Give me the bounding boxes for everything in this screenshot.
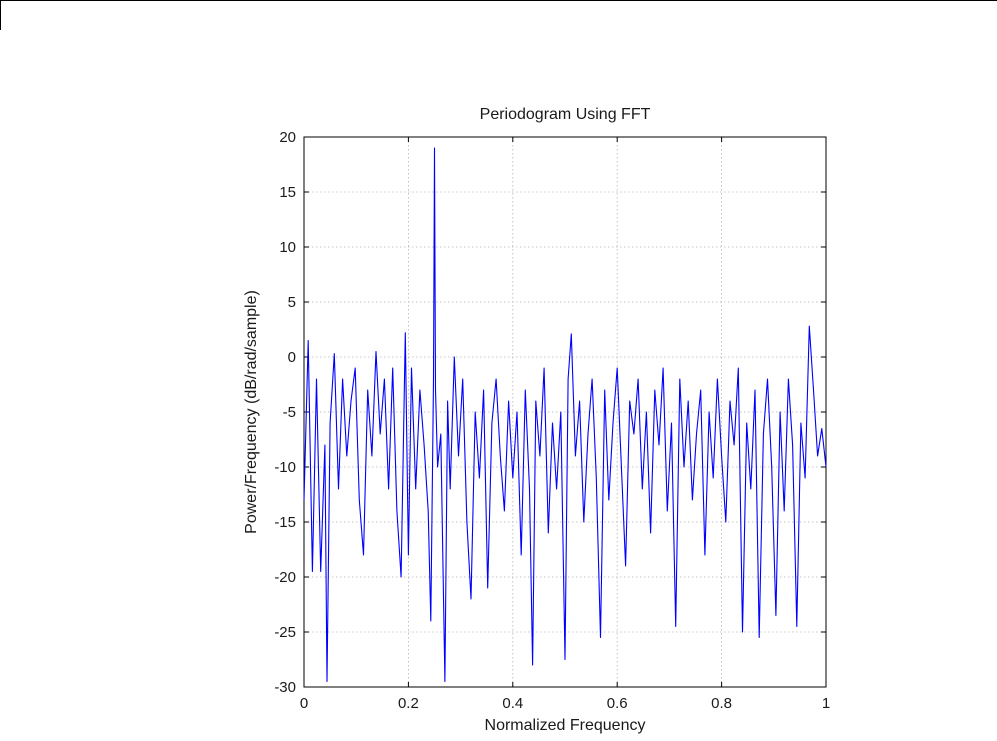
chart-title: Periodogram Using FFT: [480, 106, 651, 123]
x-tick-label: 1: [822, 695, 830, 712]
top-border-line: [0, 0, 997, 1]
y-tick-label: -30: [274, 679, 296, 696]
y-tick-label: 20: [279, 129, 296, 146]
y-tick-label: -10: [274, 459, 296, 476]
x-tick-label: 0.2: [398, 695, 419, 712]
y-tick-label: -5: [283, 404, 296, 421]
x-tick-label: 0.4: [502, 695, 523, 712]
top-left-edge-mark: [0, 0, 1, 30]
axis-ticks: [303, 136, 827, 688]
x-tick-label: 0: [300, 695, 308, 712]
y-tick-label: -25: [274, 624, 296, 641]
power-spectrum-line: [303, 147, 827, 683]
y-axis-title: Power/Frequency (dB/rad/sample): [243, 290, 260, 534]
y-tick-label: 5: [288, 294, 296, 311]
y-tick-label: -20: [274, 569, 296, 586]
y-tick-label: 0: [288, 349, 296, 366]
x-tick-label: 0.8: [711, 695, 732, 712]
y-tick-label: 15: [279, 184, 296, 201]
y-tick-label: 10: [279, 239, 296, 256]
x-tick-label: 0.6: [607, 695, 628, 712]
y-tick-labels: 20 15 10 5 0 -5 -10 -15 -20 -25 -30: [274, 129, 296, 696]
x-axis-title: Normalized Frequency: [485, 717, 646, 734]
y-tick-label: -15: [274, 514, 296, 531]
x-tick-labels: 0 0.2 0.4 0.6 0.8 1: [300, 695, 830, 712]
